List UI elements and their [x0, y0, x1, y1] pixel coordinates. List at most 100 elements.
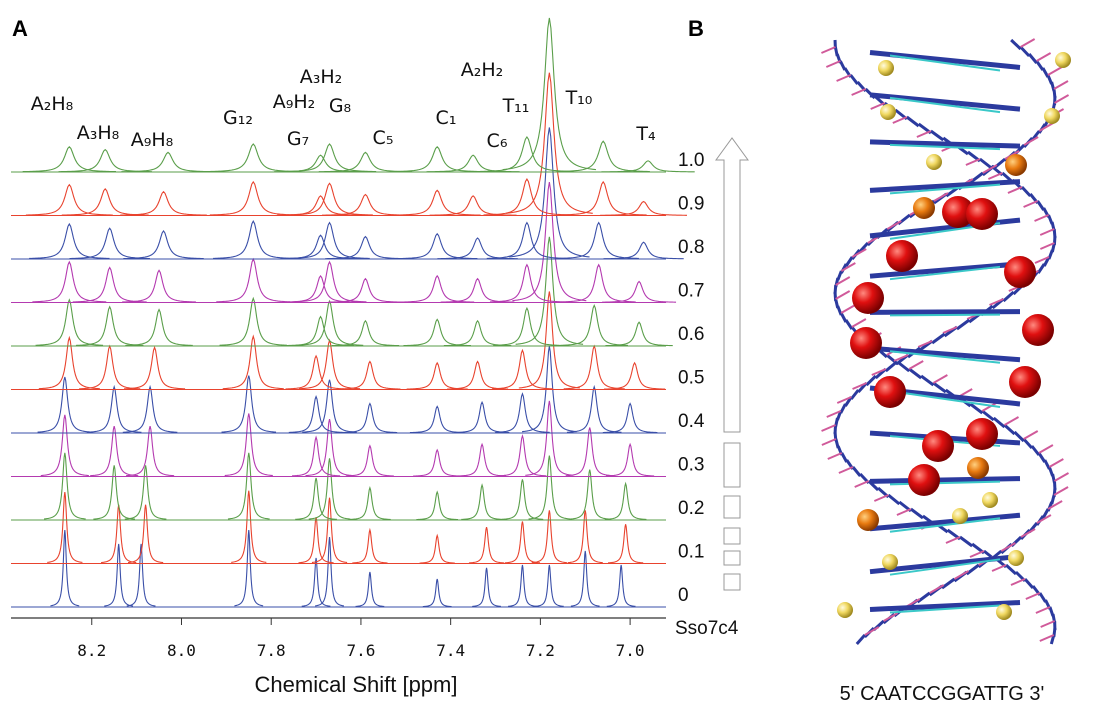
peak: [234, 529, 264, 607]
peak: [534, 564, 564, 607]
peak: [227, 452, 270, 520]
backbone: [1035, 60, 1045, 71]
backbone: [1042, 256, 1051, 267]
backbone: [1013, 430, 1025, 443]
peak: [125, 425, 175, 477]
backbone: [941, 577, 956, 590]
ion: [886, 240, 918, 272]
base-pair: [889, 517, 1001, 533]
peak: [124, 465, 167, 520]
peak: [480, 136, 574, 173]
peak: [123, 230, 204, 260]
bond: [945, 536, 961, 544]
bond: [1000, 542, 1016, 552]
peak-label: G₇: [287, 128, 309, 150]
peak: [216, 257, 291, 303]
atom: [880, 104, 896, 120]
peak: [286, 315, 355, 347]
peak: [221, 375, 277, 433]
peak: [608, 524, 644, 564]
peak: [325, 235, 406, 260]
backbone: [905, 115, 920, 128]
base-pair: [889, 54, 1001, 72]
bond: [1038, 444, 1054, 454]
bond: [969, 550, 985, 558]
ion: [850, 327, 882, 359]
base-pair: [869, 179, 1021, 193]
ratio-label: 0.6: [678, 324, 704, 345]
backbone: [956, 318, 971, 331]
spectrum-trace: [11, 529, 666, 608]
peak: [209, 180, 297, 216]
spectrum-trace: [11, 182, 677, 303]
bond: [1036, 52, 1052, 62]
peak: [122, 384, 178, 433]
backbone: [1041, 508, 1050, 519]
peak: [213, 220, 294, 259]
peak: [559, 180, 647, 216]
peak: [400, 274, 475, 303]
peak: [486, 221, 568, 259]
ion: [942, 196, 974, 228]
backbone: [844, 256, 854, 267]
peak-label: A₉H₂: [273, 91, 316, 113]
peak: [283, 274, 358, 303]
peak: [308, 458, 351, 520]
base-pair: [869, 512, 1021, 532]
bond: [896, 508, 912, 516]
backbone: [1036, 200, 1045, 211]
backbone: [969, 402, 984, 415]
peak: [419, 533, 455, 564]
peak: [331, 319, 400, 347]
peak: [61, 188, 149, 216]
peak: [504, 521, 541, 564]
peak: [603, 241, 684, 260]
base-pair: [869, 139, 1021, 149]
bond: [1039, 242, 1055, 250]
peak-label: T₄: [635, 123, 656, 145]
backbone: [908, 367, 923, 380]
peak: [602, 402, 658, 434]
peak: [605, 321, 673, 347]
ratio-box: [723, 550, 741, 566]
peak: [512, 182, 587, 302]
bond: [835, 290, 851, 300]
peak: [222, 334, 284, 390]
backbone: [1023, 578, 1035, 589]
peak: [127, 504, 164, 564]
peak: [349, 486, 391, 521]
peak: [472, 567, 501, 607]
bond: [836, 74, 851, 82]
bond: [953, 570, 969, 580]
peak: [355, 571, 385, 608]
base-pair: [869, 600, 1021, 612]
stack-label: Sso7c4: [675, 618, 739, 639]
peak-label: G₈: [329, 95, 351, 117]
bond: [821, 424, 836, 432]
bond: [1023, 200, 1038, 208]
peak: [560, 303, 628, 346]
backbone: [844, 319, 854, 330]
peak: [104, 543, 134, 607]
peak: [409, 405, 465, 434]
peak: [282, 143, 377, 173]
backbone: [932, 381, 947, 394]
spectrum-trace: [11, 400, 666, 477]
bond: [1025, 592, 1041, 600]
bond: [873, 494, 889, 502]
bond: [892, 116, 908, 124]
ratio-box: [723, 442, 741, 488]
peak: [390, 145, 484, 173]
peak: [288, 395, 344, 433]
bond: [821, 438, 837, 446]
peak: [515, 236, 584, 345]
backbone: [1031, 130, 1041, 141]
peak: [25, 183, 113, 216]
base-pair: [869, 553, 1021, 575]
x-tick-label: 7.8: [257, 641, 286, 660]
backbone: [916, 591, 931, 604]
base-pair: [869, 261, 1021, 279]
ion: [967, 457, 989, 479]
peak: [101, 504, 137, 564]
ratio-label: 1.0: [678, 150, 704, 171]
